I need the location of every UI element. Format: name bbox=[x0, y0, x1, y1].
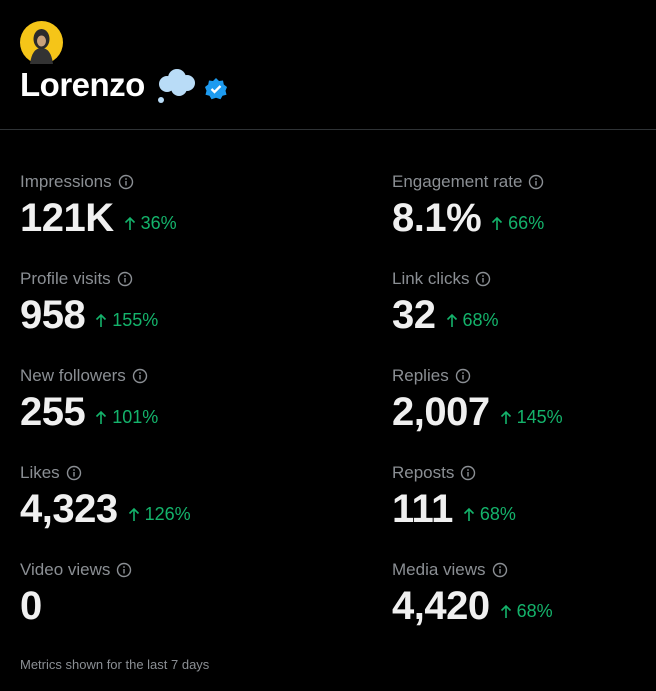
metric-value: 2,007 bbox=[392, 390, 490, 434]
metric-label-row: Link clicks bbox=[392, 267, 652, 291]
metric-label: Likes bbox=[20, 463, 60, 482]
metric-label-row: Media views bbox=[392, 558, 652, 582]
up-arrow bbox=[500, 410, 511, 424]
metric-change: 68% bbox=[446, 310, 499, 331]
info-icon[interactable] bbox=[492, 562, 508, 578]
metric-value-row: 2,007 145% bbox=[392, 390, 652, 435]
metric-change: 68% bbox=[500, 601, 553, 622]
metric-label-row: Likes bbox=[20, 461, 280, 485]
metric-change: 126% bbox=[128, 504, 191, 525]
metric-change: 101% bbox=[95, 407, 158, 428]
info-icon[interactable] bbox=[117, 271, 133, 287]
footer-note: Metrics shown for the last 7 days bbox=[20, 657, 210, 672]
metric-label: Impressions bbox=[20, 172, 112, 191]
metric-label-row: Reposts bbox=[392, 461, 652, 485]
info-icon[interactable] bbox=[455, 368, 471, 384]
info-icon[interactable] bbox=[528, 174, 544, 190]
metric-change-text: 126% bbox=[144, 504, 191, 524]
metric-value-row: 4,420 68% bbox=[392, 584, 652, 629]
metric-value: 255 bbox=[20, 390, 86, 434]
up-arrow bbox=[124, 216, 135, 230]
up-arrow bbox=[96, 313, 107, 327]
metric-card: Video views 0 bbox=[20, 558, 280, 629]
metric-card: New followers 255 101% bbox=[20, 364, 280, 435]
metric-value-row: 111 68% bbox=[392, 487, 652, 532]
metric-value-row: 0 bbox=[20, 584, 280, 629]
metric-change: 66% bbox=[491, 213, 544, 234]
metric-label: Replies bbox=[392, 366, 449, 385]
up-arrow bbox=[96, 410, 107, 424]
metric-label-row: Video views bbox=[20, 558, 280, 582]
metric-value-row: 121K 36% bbox=[20, 196, 280, 241]
metric-card: Replies 2,007 145% bbox=[392, 364, 652, 435]
metric-label: Media views bbox=[392, 560, 486, 579]
metric-label: Reposts bbox=[392, 463, 455, 482]
metric-change: 68% bbox=[463, 504, 516, 525]
info-icon[interactable] bbox=[66, 465, 82, 481]
info-icon[interactable] bbox=[132, 368, 148, 384]
metric-change-text: 68% bbox=[516, 601, 553, 621]
metric-label-row: Profile visits bbox=[20, 267, 280, 291]
metric-card: Engagement rate 8.1% 66% bbox=[392, 170, 652, 241]
metric-change-text: 155% bbox=[112, 310, 159, 330]
metric-change-text: 66% bbox=[508, 213, 545, 233]
up-arrow bbox=[446, 313, 457, 327]
metric-value: 0 bbox=[20, 584, 42, 628]
metric-change-text: 68% bbox=[462, 310, 499, 330]
metric-card: Link clicks 32 68% bbox=[392, 267, 652, 338]
metric-value-row: 8.1% 66% bbox=[392, 196, 652, 241]
metric-change-text: 145% bbox=[516, 407, 563, 427]
metric-value: 8.1% bbox=[392, 196, 482, 240]
metric-value: 958 bbox=[20, 293, 86, 337]
info-icon[interactable] bbox=[118, 174, 134, 190]
metric-change-text: 36% bbox=[140, 213, 177, 233]
info-icon[interactable] bbox=[116, 562, 132, 578]
up-arrow bbox=[492, 216, 503, 230]
verified-badge bbox=[205, 78, 227, 100]
metric-label-row: New followers bbox=[20, 364, 280, 388]
up-arrow bbox=[463, 507, 474, 521]
metric-value: 32 bbox=[392, 293, 436, 337]
metric-change: 145% bbox=[500, 407, 563, 428]
avatar[interactable] bbox=[20, 21, 63, 64]
up-arrow bbox=[128, 507, 139, 521]
metric-change-text: 101% bbox=[112, 407, 159, 427]
metric-value-row: 4,323 126% bbox=[20, 487, 280, 532]
metric-card: Impressions 121K 36% bbox=[20, 170, 280, 241]
info-icon[interactable] bbox=[460, 465, 476, 481]
metric-change-text: 68% bbox=[479, 504, 516, 524]
metric-card: Reposts 111 68% bbox=[392, 461, 652, 532]
metric-value: 4,323 bbox=[20, 487, 118, 531]
metric-change: 36% bbox=[124, 213, 177, 234]
metric-label-row: Impressions bbox=[20, 170, 280, 194]
metric-label: Link clicks bbox=[392, 269, 470, 288]
metric-label: New followers bbox=[20, 366, 126, 385]
cloud-emoji bbox=[158, 69, 195, 103]
metric-value: 111 bbox=[392, 487, 453, 531]
metric-label: Video views bbox=[20, 560, 111, 579]
metric-value-row: 255 101% bbox=[20, 390, 280, 435]
metric-label-row: Engagement rate bbox=[392, 170, 652, 194]
metric-change: 155% bbox=[95, 310, 158, 331]
up-arrow bbox=[500, 604, 511, 618]
metric-card: Media views 4,420 68% bbox=[392, 558, 652, 629]
metric-value-row: 958 155% bbox=[20, 293, 280, 338]
metric-card: Profile visits 958 155% bbox=[20, 267, 280, 338]
metric-label: Profile visits bbox=[20, 269, 111, 288]
metric-value-row: 32 68% bbox=[392, 293, 652, 338]
metric-label: Engagement rate bbox=[392, 172, 523, 191]
metric-card: Likes 4,323 126% bbox=[20, 461, 280, 532]
info-icon[interactable] bbox=[475, 271, 491, 287]
metric-value: 4,420 bbox=[392, 584, 490, 628]
divider bbox=[0, 129, 656, 130]
metric-label-row: Replies bbox=[392, 364, 652, 388]
metric-value: 121K bbox=[20, 196, 114, 240]
profile-name: Lorenzo bbox=[20, 66, 145, 103]
